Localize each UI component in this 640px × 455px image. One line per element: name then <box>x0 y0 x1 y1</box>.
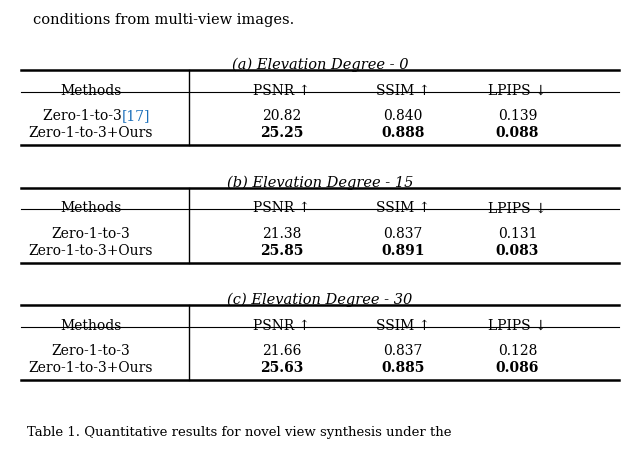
Text: 20.82: 20.82 <box>262 109 301 123</box>
Text: Zero-1-to-3+Ours: Zero-1-to-3+Ours <box>28 361 153 375</box>
Text: LPIPS ↓: LPIPS ↓ <box>488 201 547 215</box>
Text: PSNR ↑: PSNR ↑ <box>253 319 310 333</box>
Text: PSNR ↑: PSNR ↑ <box>253 201 310 215</box>
Text: 25.25: 25.25 <box>260 126 303 140</box>
Text: Zero-1-to-3: Zero-1-to-3 <box>51 344 130 358</box>
Text: SSIM ↑: SSIM ↑ <box>376 84 430 98</box>
Text: LPIPS ↓: LPIPS ↓ <box>488 319 547 333</box>
Text: 0.088: 0.088 <box>496 126 540 140</box>
Text: (c) Elevation Degree - 30: (c) Elevation Degree - 30 <box>227 293 413 308</box>
Text: 0.131: 0.131 <box>498 227 538 241</box>
Text: 25.85: 25.85 <box>260 244 303 258</box>
Text: LPIPS ↓: LPIPS ↓ <box>488 84 547 98</box>
Text: 0.139: 0.139 <box>498 109 537 123</box>
Text: (a) Elevation Degree - 0: (a) Elevation Degree - 0 <box>232 58 408 72</box>
Text: Methods: Methods <box>60 84 122 98</box>
Text: 0.128: 0.128 <box>498 344 537 358</box>
Text: Zero-1-to-3+Ours: Zero-1-to-3+Ours <box>28 126 153 140</box>
Text: 0.083: 0.083 <box>496 244 540 258</box>
Text: 0.837: 0.837 <box>383 344 422 358</box>
Text: conditions from multi-view images.: conditions from multi-view images. <box>33 13 294 27</box>
Text: PSNR ↑: PSNR ↑ <box>253 84 310 98</box>
Text: 21.66: 21.66 <box>262 344 301 358</box>
Text: Zero-1-to-3+Ours: Zero-1-to-3+Ours <box>28 244 153 258</box>
Text: 0.086: 0.086 <box>496 361 540 375</box>
Text: (b) Elevation Degree - 15: (b) Elevation Degree - 15 <box>227 176 413 190</box>
Text: 0.837: 0.837 <box>383 227 422 241</box>
Text: Table 1. Quantitative results for novel view synthesis under the: Table 1. Quantitative results for novel … <box>27 426 451 440</box>
Text: 0.888: 0.888 <box>381 126 424 140</box>
Text: Methods: Methods <box>60 319 122 333</box>
Text: 21.38: 21.38 <box>262 227 301 241</box>
Text: 0.891: 0.891 <box>381 244 424 258</box>
Text: SSIM ↑: SSIM ↑ <box>376 319 430 333</box>
Text: Zero-1-to-3: Zero-1-to-3 <box>43 109 126 123</box>
Text: 0.840: 0.840 <box>383 109 422 123</box>
Text: SSIM ↑: SSIM ↑ <box>376 201 430 215</box>
Text: 0.885: 0.885 <box>381 361 424 375</box>
Text: Zero-1-to-3: Zero-1-to-3 <box>51 227 130 241</box>
Text: [17]: [17] <box>122 109 151 123</box>
Text: 25.63: 25.63 <box>260 361 303 375</box>
Text: Methods: Methods <box>60 201 122 215</box>
